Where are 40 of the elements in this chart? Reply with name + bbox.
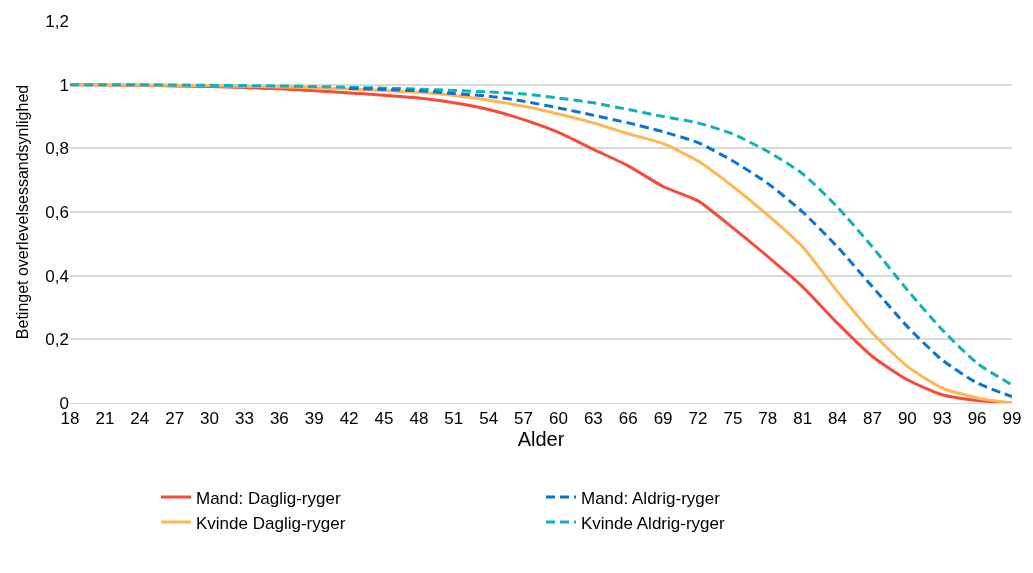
x-tick-label: 45 [374, 409, 394, 429]
x-tick-label: 81 [793, 409, 813, 429]
x-tick-label: 99 [1002, 409, 1022, 429]
y-tick-label: 0,4 [45, 266, 69, 286]
x-tick-label: 30 [200, 409, 220, 429]
legend-label: Mand: Daglig-ryger [196, 488, 341, 508]
x-tick-label: 21 [95, 409, 115, 429]
x-tick-label: 33 [234, 409, 254, 429]
x-tick-label: 39 [304, 409, 324, 429]
x-tick-label: 69 [653, 409, 673, 429]
legend-label: Kvinde Aldrig-ryger [581, 513, 725, 533]
x-tick-label: 93 [932, 409, 952, 429]
x-tick-label: 87 [862, 409, 882, 429]
x-tick-label: 57 [514, 409, 534, 429]
x-tick-label: 36 [269, 409, 289, 429]
x-tick-label: 27 [165, 409, 185, 429]
x-tick-label: 90 [897, 409, 917, 429]
x-tick-label: 66 [618, 409, 638, 429]
x-tick-label: 42 [339, 409, 359, 429]
y-tick-label: 1 [59, 75, 69, 95]
x-tick-label: 51 [444, 409, 464, 429]
x-tick-label: 24 [130, 409, 150, 429]
y-axis-title: Betinget overlevelsessandsynlighed [14, 84, 31, 340]
x-tick-label: 48 [409, 409, 429, 429]
x-tick-label: 78 [758, 409, 778, 429]
x-axis-title: Alder [517, 428, 565, 451]
legend-label: Mand: Aldrig-ryger [581, 488, 721, 508]
y-tick-label: 1,2 [45, 11, 69, 31]
x-tick-label: 63 [583, 409, 603, 429]
x-tick-label: 96 [967, 409, 987, 429]
y-tick-label: 0,8 [45, 139, 69, 159]
x-tick-label: 54 [479, 409, 499, 429]
x-tick-label: 75 [723, 409, 743, 429]
x-tick-label: 60 [548, 409, 568, 429]
y-tick-label: 0,2 [45, 330, 69, 350]
legend-label: Kvinde Daglig-ryger [196, 513, 346, 533]
y-tick-label: 0,6 [45, 202, 69, 222]
x-tick-label: 84 [828, 409, 848, 429]
line-series [347, 86, 1012, 399]
x-tick-label: 72 [688, 409, 708, 429]
